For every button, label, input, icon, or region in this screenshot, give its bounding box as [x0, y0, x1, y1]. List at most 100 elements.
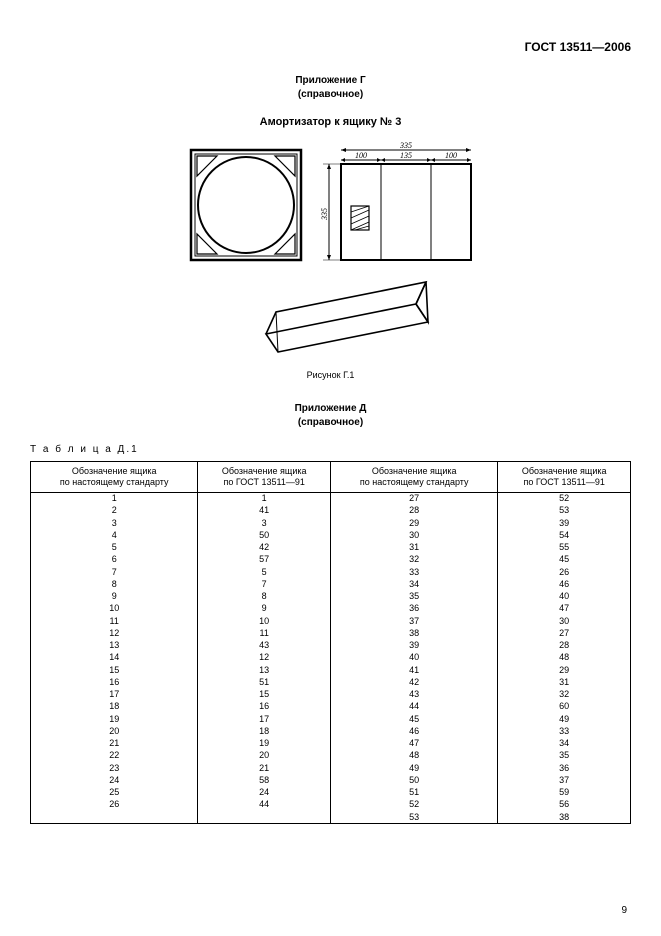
table-row: 26445256 — [31, 799, 631, 811]
table-label: Т а б л и ц а Д.1 — [30, 444, 631, 455]
table-cell: 7 — [198, 578, 331, 590]
table-row: 5423155 — [31, 542, 631, 554]
table-cell: 41 — [198, 505, 331, 517]
col-header-1: Обозначение ящикапо настоящему стандарту — [31, 462, 198, 493]
table-row: 18164460 — [31, 701, 631, 713]
table-row: 23214936 — [31, 762, 631, 774]
figure-diagram: 335 100 135 100 335 — [171, 140, 491, 360]
table-row: 1093647 — [31, 603, 631, 615]
table-cell: 19 — [31, 713, 198, 725]
table-cell: 56 — [498, 799, 631, 811]
table-cell: 57 — [198, 554, 331, 566]
table-cell: 47 — [498, 603, 631, 615]
table-cell: 38 — [498, 811, 631, 824]
figure-title: Амортизатор к ящику № 3 — [30, 116, 631, 128]
table-cell: 31 — [330, 542, 497, 554]
table-cell: 49 — [498, 713, 631, 725]
table-cell: 7 — [31, 566, 198, 578]
col-header-4: Обозначение ящикапо ГОСТ 13511—91 — [498, 462, 631, 493]
table-cell: 51 — [198, 676, 331, 688]
table-cell: 42 — [330, 676, 497, 688]
table-cell: 18 — [198, 725, 331, 737]
table-cell: 29 — [330, 517, 497, 529]
col-header-2: Обозначение ящикапо ГОСТ 13511—91 — [198, 462, 331, 493]
table-cell: 32 — [498, 689, 631, 701]
dim-a3: 100 — [445, 151, 457, 160]
dim-b: 335 — [320, 208, 329, 221]
table-cell: 60 — [498, 701, 631, 713]
table-cell: 9 — [31, 591, 198, 603]
table-cell: 23 — [31, 762, 198, 774]
table-cell: 13 — [31, 640, 198, 652]
table-row: 4503054 — [31, 529, 631, 541]
table-cell: 38 — [330, 627, 497, 639]
table-row: 12113827 — [31, 627, 631, 639]
table-cell: 26 — [498, 566, 631, 578]
table-cell: 24 — [198, 787, 331, 799]
table-cell: 28 — [330, 505, 497, 517]
table-cell: 27 — [498, 627, 631, 639]
table-row: 6573245 — [31, 554, 631, 566]
table-cell: 6 — [31, 554, 198, 566]
table-cell: 13 — [198, 664, 331, 676]
table-cell: 34 — [498, 738, 631, 750]
table-cell: 50 — [198, 529, 331, 541]
table-row: 5338 — [31, 811, 631, 824]
table-row: 11103730 — [31, 615, 631, 627]
table-cell: 14 — [31, 652, 198, 664]
table-cell: 16 — [31, 676, 198, 688]
table-cell: 10 — [198, 615, 331, 627]
table-cell: 1 — [31, 492, 198, 505]
table-cell: 20 — [31, 725, 198, 737]
table-cell: 54 — [498, 529, 631, 541]
table-cell: 4 — [31, 529, 198, 541]
table-cell: 1 — [198, 492, 331, 505]
table-cell: 48 — [330, 750, 497, 762]
table-cell — [198, 811, 331, 824]
table-cell: 49 — [330, 762, 497, 774]
table-row: 16514231 — [31, 676, 631, 688]
table-cell: 21 — [31, 738, 198, 750]
table-cell: 41 — [330, 664, 497, 676]
table-cell: 16 — [198, 701, 331, 713]
table-cell: 28 — [498, 640, 631, 652]
table-cell: 8 — [198, 591, 331, 603]
table-cell: 24 — [31, 774, 198, 786]
table-cell: 22 — [31, 750, 198, 762]
table-cell: 3 — [31, 517, 198, 529]
table-cell: 5 — [31, 542, 198, 554]
table-cell: 2 — [31, 505, 198, 517]
table-cell: 29 — [498, 664, 631, 676]
dim-a: 335 — [399, 141, 412, 150]
table-cell: 37 — [498, 774, 631, 786]
table-row: 332939 — [31, 517, 631, 529]
table-cell: 36 — [330, 603, 497, 615]
table-cell: 53 — [498, 505, 631, 517]
table-cell: 21 — [198, 762, 331, 774]
table-row: 2412853 — [31, 505, 631, 517]
table-cell: 31 — [498, 676, 631, 688]
appendix-d-header: Приложение Д (справочное) — [30, 402, 631, 430]
table-row: 14124048 — [31, 652, 631, 664]
table-cell: 27 — [330, 492, 497, 505]
table-cell: 42 — [198, 542, 331, 554]
table-row: 112752 — [31, 492, 631, 505]
table-cell: 58 — [198, 774, 331, 786]
table-cell: 32 — [330, 554, 497, 566]
table-row: 983540 — [31, 591, 631, 603]
appendix-g-note: (справочное) — [298, 89, 363, 100]
table-cell: 44 — [198, 799, 331, 811]
table-cell: 34 — [330, 578, 497, 590]
table-row: 13433928 — [31, 640, 631, 652]
page-number: 9 — [621, 905, 627, 916]
table-row: 22204835 — [31, 750, 631, 762]
table-cell: 47 — [330, 738, 497, 750]
table-cell: 35 — [498, 750, 631, 762]
table-cell — [31, 811, 198, 824]
table-cell: 36 — [498, 762, 631, 774]
table-cell: 48 — [498, 652, 631, 664]
table-row: 17154332 — [31, 689, 631, 701]
table-cell: 33 — [330, 566, 497, 578]
appendix-g-header: Приложение Г (справочное) — [30, 74, 631, 102]
table-cell: 46 — [498, 578, 631, 590]
